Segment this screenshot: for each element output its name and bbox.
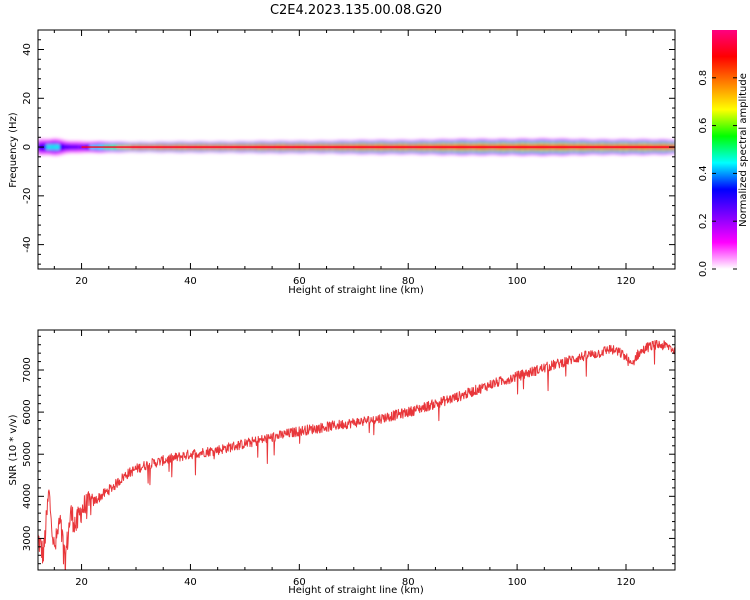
colorbar-tick-label: 0.6: [698, 118, 709, 134]
spectrogram-y-tick-label: 0: [22, 144, 33, 150]
snr-x-tick-label: 120: [616, 577, 635, 588]
spectrogram-cell: [46, 144, 50, 150]
snr-y-tick-label: 7000: [22, 357, 33, 382]
colorbar-gradient: [712, 30, 737, 269]
snr-y-tick-label: 4000: [22, 484, 33, 509]
spectrogram-cell: [73, 145, 77, 150]
colorbar-ticks: 0.0 0.2 0.4 0.6 0.8: [698, 70, 737, 277]
spectrogram-y-tick-label: -40: [22, 236, 33, 252]
spectrogram-panel: 20 40 60 80 100 120 40 20 0 -20 -40 Height of stra…: [8, 29, 676, 296]
spectrogram-band: [38, 138, 675, 156]
spectrogram-y-tick-label: -20: [22, 188, 33, 204]
spectrogram-x-tick-label: 40: [184, 276, 197, 287]
snr-ylabel: SNR (10 * v/v): [8, 414, 19, 485]
snr-background: [38, 330, 675, 570]
spectrogram-cell: [62, 144, 66, 150]
spectrogram-cell: [65, 144, 69, 150]
snr-x-tick-label: 80: [402, 577, 415, 588]
spectrogram-y-tick-label: 40: [22, 43, 33, 56]
spectrogram-cell: [48, 144, 53, 150]
snr-y-tick-label: 3000: [22, 526, 33, 551]
spectrogram-cell: [76, 145, 80, 149]
snr-x-tick-label: 40: [184, 577, 197, 588]
spectrogram-cell: [43, 143, 47, 151]
spectrogram-cell: [70, 144, 74, 150]
spectrogram-x-tick-label: 120: [616, 276, 635, 287]
colorbar-tick-label: 0.2: [698, 213, 709, 229]
snr-xlabel: Height of straight line (km): [288, 585, 424, 596]
snr-x-tick-label: 100: [508, 577, 527, 588]
spectrogram-x-tick-label: 100: [508, 276, 527, 287]
colorbar-tick-label: 0.4: [698, 165, 709, 181]
snr-y-tick-label: 5000: [22, 441, 33, 466]
snr-x-tick-label: 20: [75, 577, 88, 588]
colorbar-tick-label: 0.8: [698, 70, 709, 86]
spectrogram-cell: [78, 145, 82, 149]
snr-panel: 20 40 60 80 100 120 3000 4000 5000 6000 7000 Heigh…: [8, 329, 676, 596]
spectrogram-ticks: 20 40 60 80 100 120 40 20 0 -20 -40: [22, 29, 675, 287]
spectrogram-cell: [51, 144, 55, 150]
colorbar-label: Normalized spectral amplitude: [738, 73, 749, 227]
colorbar-tick-label: 0.0: [698, 261, 709, 277]
spectrogram-x-tick-label: 60: [293, 276, 306, 287]
spectrogram-xlabel: Height of straight line (km): [288, 285, 424, 296]
spectrogram-cell: [67, 144, 72, 150]
spectrogram-x-tick-label: 20: [75, 276, 88, 287]
spectrogram-ylabel: Frequency (Hz): [8, 112, 19, 188]
spectrogram-cell: [54, 144, 58, 150]
snr-y-tick-label: 6000: [22, 399, 33, 424]
spectrogram-frame: [37, 29, 676, 270]
spectrogram-cell: [57, 144, 61, 150]
snr-frame: [37, 329, 676, 571]
snr-series-line: [38, 339, 675, 570]
figure-title: C2E4.2023.135.00.08.G20: [270, 3, 442, 18]
colorbar: 0.0 0.2 0.4 0.6 0.8 Normalized spectral ampl…: [698, 30, 749, 277]
spectrogram-x-tick-label: 80: [402, 276, 415, 287]
spectrogram-cell: [59, 143, 63, 151]
spectrogram-y-tick-label: 20: [22, 92, 33, 105]
snr-x-tick-label: 60: [293, 577, 306, 588]
